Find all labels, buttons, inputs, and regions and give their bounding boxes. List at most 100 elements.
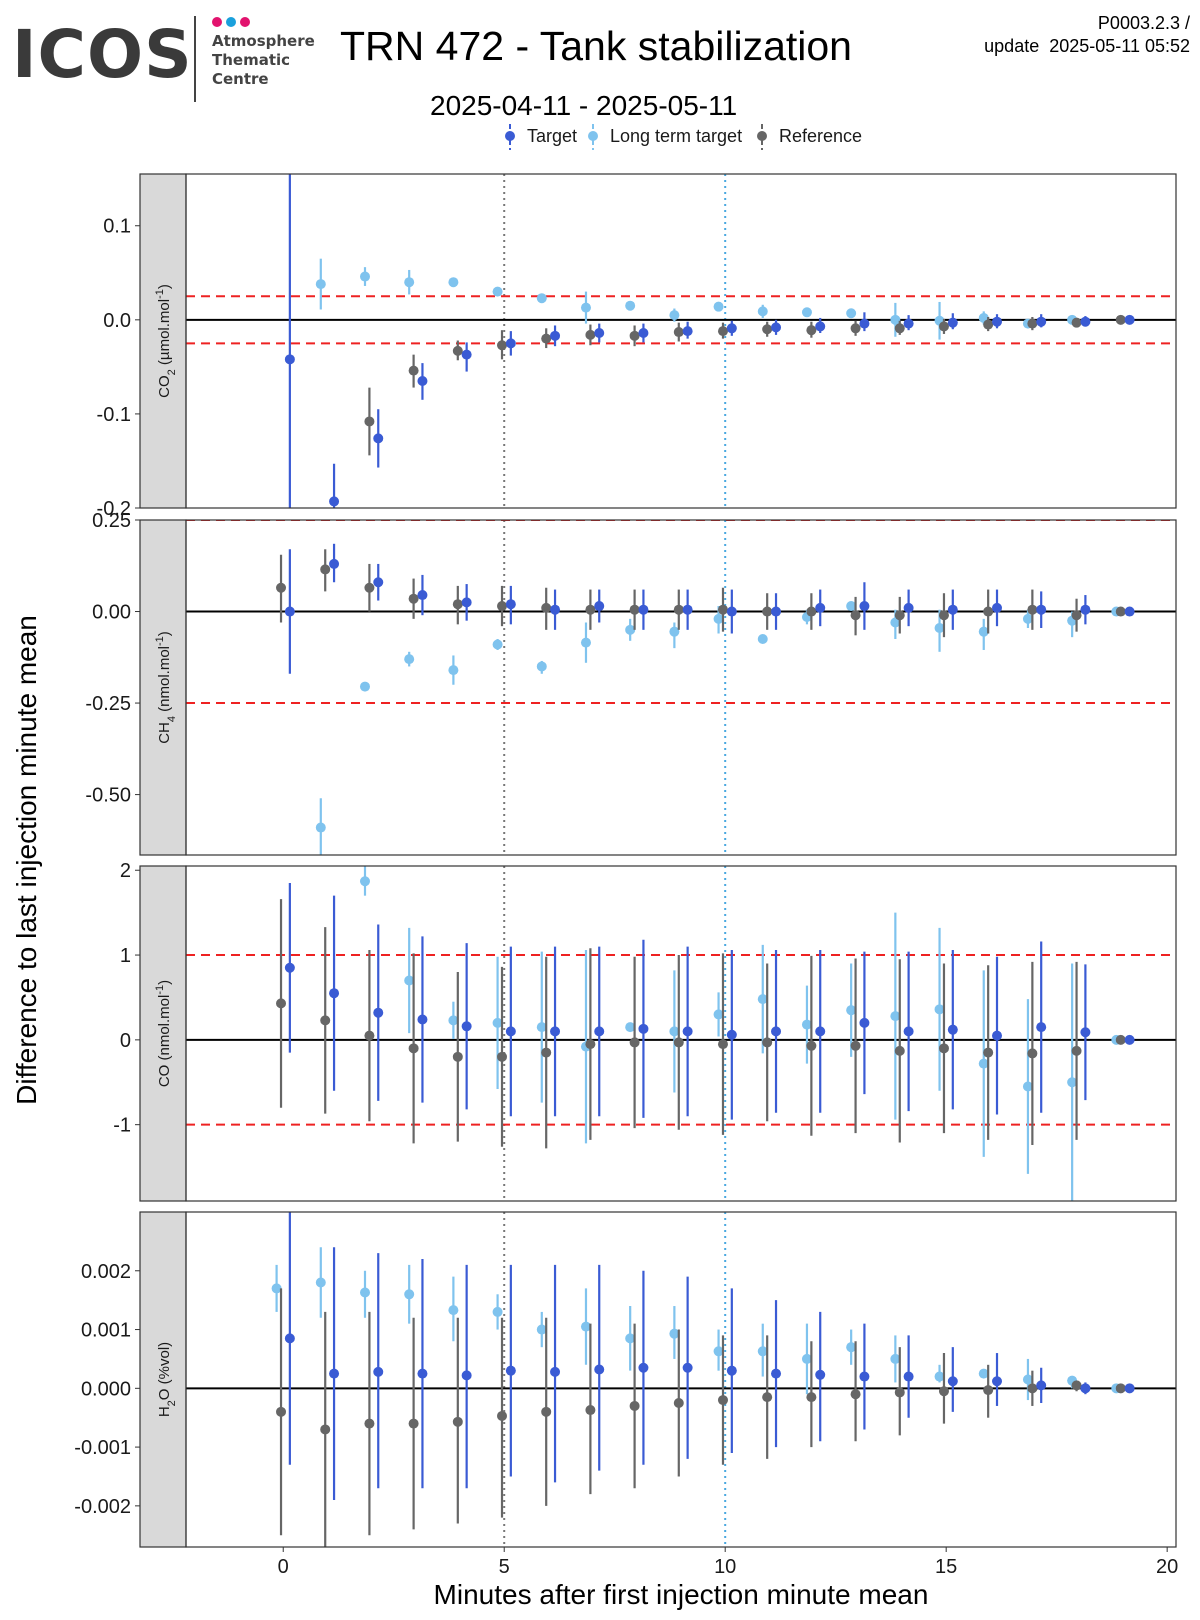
reference-point: [1027, 1383, 1038, 1394]
reference-point: [938, 1043, 949, 1054]
reference-point: [1115, 1383, 1126, 1394]
target-point: [903, 602, 914, 613]
reference-point: [364, 1030, 375, 1041]
y-tick-label: 2: [120, 860, 131, 882]
long-term-target-point: [492, 1017, 503, 1028]
long-term-target-point: [1022, 1374, 1033, 1385]
target-point: [992, 1376, 1003, 1387]
legend-label: Target: [527, 126, 577, 146]
panel-background: [186, 866, 1176, 1201]
target-point: [638, 328, 649, 339]
panel-ch4: CH4 (nmol.mol-1)-0.50-0.250.000.25: [85, 510, 1177, 856]
long-term-target-point: [669, 1328, 680, 1339]
long-term-target-point: [625, 624, 636, 635]
long-term-target-point: [890, 1353, 901, 1364]
reference-point: [629, 1400, 640, 1411]
target-point: [461, 349, 472, 360]
target-point: [903, 1371, 914, 1382]
long-term-target-point: [713, 1346, 724, 1357]
target-point: [505, 599, 516, 610]
long-term-target-point: [492, 286, 503, 297]
legend: Target Long term target Reference: [505, 124, 862, 150]
reference-point: [497, 601, 508, 612]
y-tick-label: -0.001: [74, 1437, 131, 1459]
target-point: [682, 1362, 693, 1373]
long-term-target-point: [757, 306, 768, 317]
long-term-target-point: [978, 1368, 989, 1379]
long-term-target-point: [359, 271, 370, 282]
reference-point: [673, 327, 684, 338]
reference-point: [717, 1039, 728, 1050]
target-point: [638, 604, 649, 615]
reference-point: [629, 330, 640, 341]
reference-point: [452, 1051, 463, 1062]
reference-point: [938, 1386, 949, 1397]
logo-divider: [194, 16, 196, 102]
panel-h2o: H2O (%vol) -0.002 -0.001 0.000 0.001 0.002: [74, 1211, 1177, 1548]
target-point: [373, 433, 384, 444]
target-point: [550, 330, 561, 341]
long-term-target-point: [404, 975, 415, 986]
target-point: [859, 1371, 870, 1382]
y-tick-label: -0.2: [97, 498, 131, 520]
target-point: [284, 1333, 295, 1344]
panel-co2: CO2 (µmol.mol-1)-0.2-0.10.00.1: [97, 173, 1177, 520]
y-tick-label: 0.1: [103, 216, 131, 238]
long-term-target-point: [978, 1058, 989, 1069]
reference-point: [1027, 604, 1038, 615]
long-term-target-point: [625, 1333, 636, 1344]
long-term-target-point: [404, 1289, 415, 1300]
target-point: [815, 1026, 826, 1037]
reference-point: [320, 1015, 331, 1026]
reference-point: [762, 606, 773, 617]
target-point: [859, 1017, 870, 1028]
long-term-target-point: [580, 637, 591, 648]
logo-text-line: Atmosphere: [212, 32, 315, 50]
reference-point: [1071, 1380, 1082, 1391]
long-term-target-point: [890, 1011, 901, 1022]
long-term-target-point: [757, 1346, 768, 1357]
reference-point: [850, 323, 861, 334]
target-point: [638, 1362, 649, 1373]
target-point: [1036, 1022, 1047, 1033]
target-point: [505, 1365, 516, 1376]
strip-label: H2O (%vol): [156, 1342, 178, 1417]
icos-atc-logo: ICOS Atmosphere Thematic Centre: [10, 12, 340, 107]
target-point: [1036, 316, 1047, 327]
long-term-target-point: [359, 681, 370, 692]
long-term-target-point: [846, 308, 857, 319]
long-term-target-point: [492, 639, 503, 650]
target-point: [1036, 1380, 1047, 1391]
target-point: [1080, 604, 1091, 615]
reference-point: [806, 325, 817, 336]
reference-point: [320, 1424, 331, 1435]
x-tick-label: 0: [278, 1556, 289, 1578]
long-term-target-point: [536, 293, 547, 304]
reference-point: [1115, 606, 1126, 617]
long-term-target-point: [978, 626, 989, 637]
long-term-target-point: [757, 994, 768, 1005]
long-term-target-point: [846, 1005, 857, 1016]
long-term-target-point: [448, 1015, 459, 1026]
long-term-target-point: [448, 277, 459, 288]
panel-plot-area: [186, 174, 1176, 508]
target-point: [1124, 314, 1135, 325]
long-term-target-point: [801, 307, 812, 318]
update-timestamp: update 2025-05-11 05:52: [984, 36, 1190, 56]
reference-point: [408, 365, 419, 376]
long-term-target-point: [404, 277, 415, 288]
reference-point: [717, 1395, 728, 1406]
long-term-target-point: [404, 654, 415, 665]
long-term-target-point: [846, 1342, 857, 1353]
reference-point: [1115, 314, 1126, 325]
y-tick-label: -0.50: [85, 785, 131, 807]
target-point: [947, 604, 958, 615]
target-point: [284, 606, 295, 617]
logo-dot-icon: [212, 17, 222, 27]
target-point: [1124, 606, 1135, 617]
target-point: [417, 375, 428, 386]
reference-point: [364, 582, 375, 593]
reference-point: [983, 319, 994, 330]
target-point: [815, 1369, 826, 1380]
long-term-target-point: [801, 1353, 812, 1364]
